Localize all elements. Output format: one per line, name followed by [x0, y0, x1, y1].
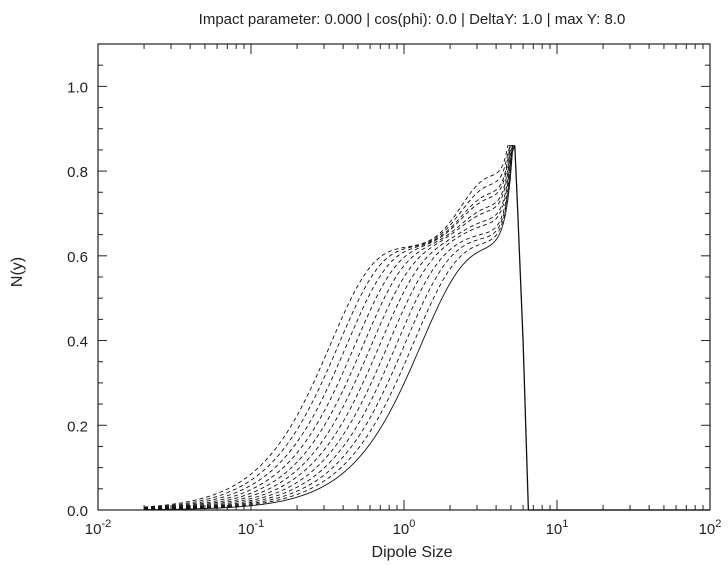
series-line-12 — [144, 145, 515, 508]
plot-curves — [144, 145, 710, 511]
y-tick-label: 0.4 — [67, 334, 88, 351]
x-tick-label: 100 — [393, 518, 416, 538]
y-tick-label: 0.6 — [67, 249, 88, 266]
spike-line — [514, 145, 530, 511]
series-line-11 — [144, 145, 515, 509]
x-tick-label: 101 — [546, 518, 569, 538]
plot-frame — [97, 43, 711, 511]
tick-labels: 0.0 0.2 0.4 0.6 0.8 1.0 10-2 10-1 100 101 102 — [67, 79, 721, 538]
plot-axes — [97, 43, 711, 511]
series-line-1 — [144, 145, 516, 511]
series-line-3 — [144, 145, 515, 510]
x-tick-label: 10-1 — [238, 518, 264, 538]
y-tick-label: 1.0 — [67, 79, 88, 96]
series-line-10 — [144, 145, 515, 509]
series-line-4 — [144, 145, 515, 510]
series-line-6 — [144, 145, 515, 510]
y-tick-label: 0.0 — [67, 503, 88, 520]
series-line-2 — [144, 145, 516, 511]
y-tick-label: 0.8 — [67, 164, 88, 181]
x-axis-label: Dipole Size — [372, 544, 453, 561]
x-tick-label: 102 — [699, 518, 722, 538]
y-tick-label: 0.2 — [67, 418, 88, 435]
x-tick-label: 10-2 — [85, 518, 111, 538]
series-line-7 — [144, 145, 515, 510]
series-line-8 — [144, 145, 515, 510]
chart-title: Impact parameter: 0.000 | cos(phi): 0.0 … — [199, 11, 626, 28]
series-line-5 — [144, 145, 515, 510]
series-line-9 — [144, 145, 515, 509]
y-axis-label: N(y) — [9, 257, 26, 287]
